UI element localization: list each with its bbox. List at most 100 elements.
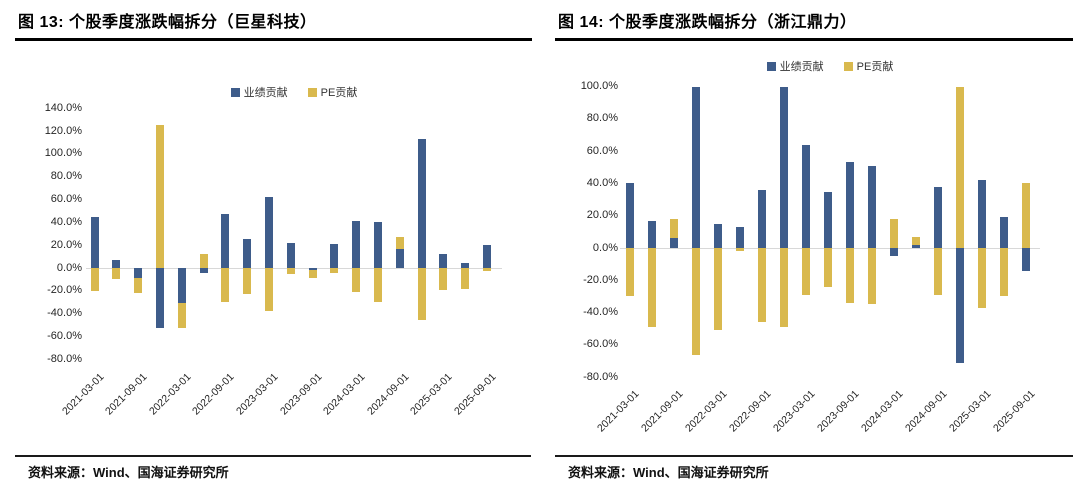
bar-segment: [713, 248, 722, 331]
y-axis-tick-label: 20.0%: [586, 209, 618, 222]
bar-segment: [934, 248, 943, 295]
bar-segment: [417, 139, 426, 268]
y-axis-tick-label: -40.0%: [583, 306, 618, 319]
legend-item-pe: PE贡献: [307, 84, 358, 100]
bar-segment: [395, 248, 404, 268]
bar-segment: [735, 227, 744, 248]
y-axis-tick-label: 0.0%: [592, 241, 618, 254]
bar-segment: [779, 86, 788, 248]
y-axis-tick-label: 60.0%: [586, 144, 618, 157]
y-axis-tick-label: 100.0%: [44, 147, 82, 160]
bar-segment: [801, 248, 810, 295]
bar-segment: [691, 86, 700, 248]
y-axis-tick-label: -40.0%: [47, 307, 82, 320]
bar-segment: [177, 303, 186, 329]
y-axis-tick-label: -80.0%: [47, 352, 82, 365]
bar-segment: [934, 186, 943, 248]
y-axis-tick-label: -60.0%: [47, 329, 82, 342]
bar-segment: [625, 248, 634, 297]
y-axis-tick-label: -20.0%: [583, 273, 618, 286]
bar-segment: [461, 263, 470, 268]
bar-segment: [461, 268, 470, 289]
bar-segment: [669, 238, 678, 248]
bar-segment: [1000, 248, 1009, 297]
bar-segment: [286, 268, 295, 274]
bar-segment: [286, 242, 295, 268]
y-axis-tick-label: 60.0%: [50, 193, 82, 206]
figure-14-source-line: 资料来源：Wind、国海证券研究所: [568, 465, 769, 480]
bar-segment: [439, 268, 448, 290]
bar-segment: [757, 248, 766, 323]
bar-segment: [1000, 217, 1009, 248]
legend-item-performance: 业绩贡献: [230, 84, 288, 100]
bar-segment: [713, 223, 722, 248]
figure-13-source-rule: [15, 455, 531, 457]
bar-segment: [221, 268, 230, 303]
y-axis-tick-label: 40.0%: [50, 215, 82, 228]
performance-legend-label: 业绩贡献: [243, 87, 288, 99]
pe-legend-label: PE贡献: [856, 61, 894, 73]
y-axis-tick-label: 40.0%: [586, 176, 618, 189]
bar-segment: [779, 248, 788, 328]
y-axis-tick-label: 0.0%: [56, 261, 82, 274]
y-axis-tick-label: -20.0%: [47, 284, 82, 297]
pe-legend-swatch-icon: [843, 61, 853, 71]
bar-segment: [352, 221, 361, 268]
bar-segment: [890, 248, 899, 257]
bar-segment: [823, 248, 832, 287]
bar-segment: [1022, 248, 1031, 271]
figure-13-plot-area: 140.0% 120.0% 100.0% 80.0% 60.0% 40.0% 20.0% 0.…: [44, 101, 502, 417]
pe-legend-label: PE贡献: [320, 87, 358, 99]
bar-segment: [625, 183, 634, 248]
bar-segment: [956, 86, 965, 248]
bar-segment: [978, 248, 987, 308]
y-axis-tick-label: 20.0%: [50, 238, 82, 251]
y-axis-tick-label: 80.0%: [586, 112, 618, 125]
bar-segment: [735, 248, 744, 252]
y-axis-tick-label: 120.0%: [44, 124, 82, 137]
bar-segment: [801, 144, 810, 248]
bar-segment: [330, 244, 339, 268]
bar-segment: [647, 248, 656, 328]
bar-segment: [846, 248, 854, 303]
legend-item-pe: PE贡献: [843, 58, 894, 74]
bar-segment: [956, 248, 965, 363]
figure-14-plot-area: 100.0% 80.0% 60.0% 40.0% 20.0% 0.0% -20.0% -40.…: [540, 0, 1080, 489]
bar-segment: [90, 268, 99, 291]
figure-13-source-line: 资料来源：Wind、国海证券研究所: [28, 465, 229, 480]
bar-segment: [112, 260, 121, 268]
bar-segment: [868, 248, 877, 305]
bar-segment: [112, 268, 121, 280]
bar-segment: [395, 237, 404, 249]
figure-14-title: 图 14: 个股季度涨跌幅拆分（浙江鼎力）: [558, 14, 857, 31]
bar-segment: [221, 214, 230, 268]
bar-segment: [912, 236, 921, 245]
bar-segment: [757, 189, 766, 248]
figure-13-legend: 业绩贡献 PE贡献: [86, 84, 502, 100]
bar-segment: [912, 244, 921, 248]
bar-segment: [373, 222, 382, 268]
performance-legend-label: 业绩贡献: [779, 61, 824, 73]
bar-segment: [669, 218, 678, 239]
bar-segment: [155, 125, 164, 268]
bar-segment: [978, 180, 987, 248]
bar-segment: [1022, 183, 1031, 248]
y-axis-tick-label: -60.0%: [583, 338, 618, 351]
bar-segment: [199, 268, 208, 273]
bar-segment: [243, 239, 252, 268]
bar-segment: [243, 268, 252, 295]
bar-segment: [177, 268, 186, 304]
bar-segment: [330, 268, 339, 273]
legend-item-performance: 业绩贡献: [766, 58, 824, 74]
bar-segment: [439, 254, 448, 268]
figure-13: 图 13: 个股季度涨跌幅拆分（巨星科技） 业绩贡献 PE贡献 140.0% 12…: [15, 14, 532, 480]
figure-14-source-rule: [555, 455, 1073, 457]
figure-14: 图 14: 个股季度涨跌幅拆分（浙江鼎力） 业绩贡献 PE贡献 100.0% 80…: [540, 0, 1080, 489]
bar-segment: [264, 197, 273, 268]
y-axis-tick-label: 140.0%: [44, 101, 82, 114]
y-axis-tick-label: 80.0%: [50, 170, 82, 183]
bar-segment: [199, 254, 208, 268]
bar-segment: [155, 268, 164, 329]
bar-segment: [890, 218, 899, 248]
